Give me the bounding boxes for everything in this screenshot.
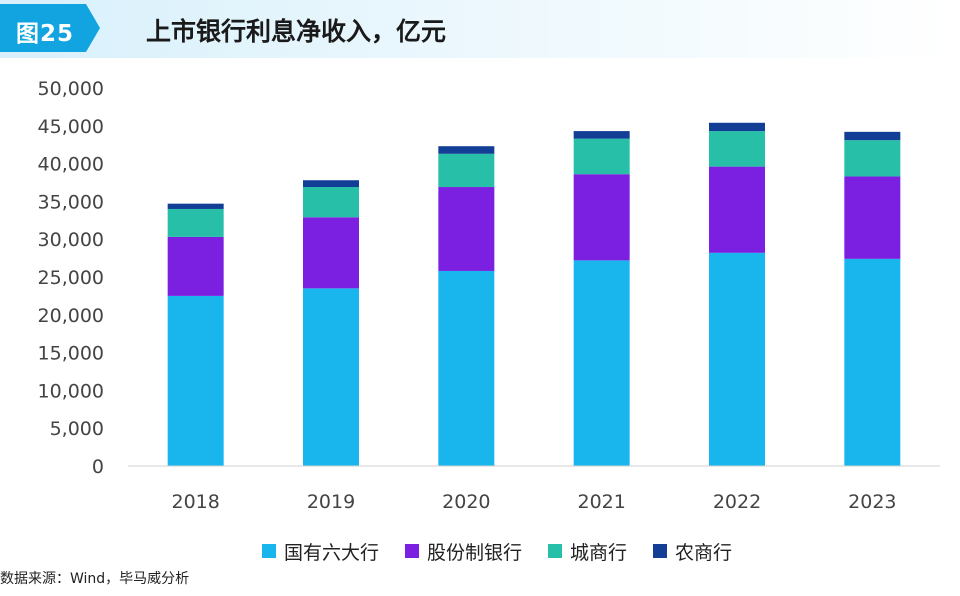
bar-segment xyxy=(167,295,224,466)
legend-swatch xyxy=(653,544,668,558)
bar-segment xyxy=(573,174,630,261)
x-tick-label: 2021 xyxy=(577,491,625,513)
bar-segment xyxy=(709,252,765,466)
bar-segment xyxy=(303,187,359,218)
x-tick-label: 2018 xyxy=(171,491,219,513)
y-tick-label: 50,000 xyxy=(38,78,104,100)
x-tick-label: 2023 xyxy=(848,491,896,513)
y-tick-label: 15,000 xyxy=(38,343,104,365)
y-tick-label: 10,000 xyxy=(38,380,104,402)
figure-badge xyxy=(0,4,100,52)
y-tick-label: 25,000 xyxy=(38,267,104,289)
bar-segment xyxy=(167,203,224,209)
bar-segment xyxy=(438,146,495,154)
source-note: 数据来源：Wind，毕马威分析 xyxy=(0,571,190,587)
legend-swatch xyxy=(405,544,420,558)
legend-item: 国有六大行 xyxy=(262,538,379,565)
bar-segment xyxy=(709,166,765,253)
bar-segment xyxy=(303,288,359,466)
legend-item: 城商行 xyxy=(548,538,627,565)
legend-swatch xyxy=(262,544,276,558)
legend-label: 国有六大行 xyxy=(284,541,380,564)
x-tick-label: 2019 xyxy=(307,491,355,513)
bar-segment xyxy=(573,260,630,466)
legend-swatch xyxy=(548,544,563,558)
bar-segment xyxy=(844,140,901,177)
legend: 国有六大行 股份制银行 城商行 农商行 xyxy=(262,536,732,566)
bar-segment xyxy=(844,131,901,141)
bar-segment xyxy=(438,270,495,466)
figure-label: 图25 xyxy=(16,21,75,47)
bar-segment xyxy=(167,208,224,237)
bar-segment xyxy=(167,236,224,296)
y-tick-label: 45,000 xyxy=(38,116,104,138)
legend-label: 城商行 xyxy=(570,541,628,564)
bar-segment xyxy=(438,187,495,271)
y-tick-label: 30,000 xyxy=(38,229,104,251)
bar-segment xyxy=(438,153,495,188)
y-tick-label: 5,000 xyxy=(50,418,104,440)
x-axis: 2018 2019 2020 2021 2022 2023 xyxy=(128,465,940,513)
y-tick-label: 35,000 xyxy=(38,191,104,213)
x-tick-label: 2020 xyxy=(442,491,490,513)
x-tick-label: 2022 xyxy=(713,491,761,513)
bar-segment xyxy=(844,258,901,466)
y-tick-label: 0 xyxy=(92,456,104,478)
legend-item: 股份制银行 xyxy=(405,538,522,565)
legend-label: 农商行 xyxy=(675,541,733,564)
bar-segment xyxy=(303,180,359,188)
y-tick-label: 20,000 xyxy=(38,305,104,327)
bar-segment xyxy=(573,131,630,139)
y-axis: 0 5,000 10,000 15,000 20,000 25,000 30,000 35,0… xyxy=(38,78,104,478)
y-tick-label: 40,000 xyxy=(38,154,104,176)
chart-title: 上市银行利息净收入，亿元 xyxy=(146,17,447,46)
bar-segment xyxy=(573,138,630,175)
bar-segment xyxy=(709,131,765,167)
legend-label: 股份制银行 xyxy=(427,541,523,564)
bar-segment xyxy=(303,217,359,289)
bar-segment xyxy=(709,122,765,132)
legend-item: 农商行 xyxy=(653,538,732,565)
bars xyxy=(167,122,901,466)
bar-segment xyxy=(844,176,901,259)
chart-header: 图25 上市银行利息净收入，亿元 xyxy=(0,0,960,58)
